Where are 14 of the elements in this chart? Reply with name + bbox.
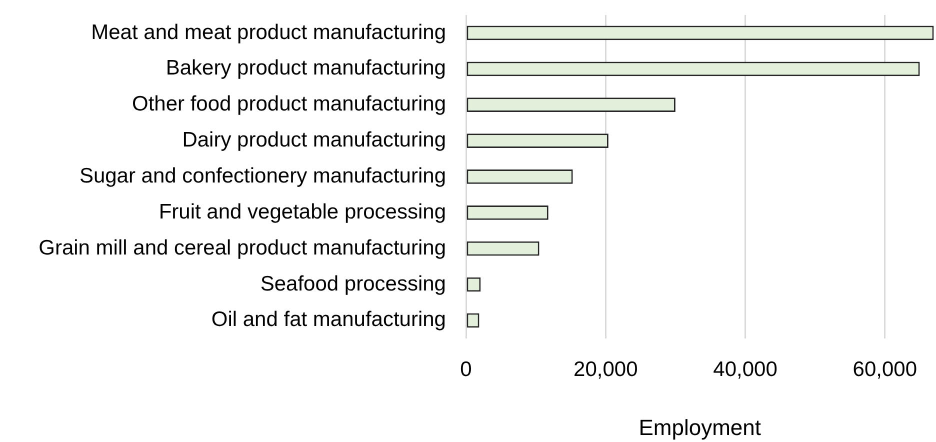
y-tick-label: Bakery product manufacturing <box>166 56 446 80</box>
x-tick-label: 40,000 <box>713 358 778 381</box>
x-axis-title: Employment <box>638 414 762 440</box>
x-tick-label: 0 <box>460 358 472 381</box>
y-tick-label: Grain mill and cereal product manufacturing <box>38 236 446 260</box>
y-tick-label: Other food product manufacturing <box>132 92 446 116</box>
y-tick-label: Dairy product manufacturing <box>182 128 446 152</box>
y-tick-label: Seafood processing <box>260 272 446 296</box>
y-tick-label: Fruit and vegetable processing <box>158 200 446 224</box>
x-tick-label: 60,000 <box>852 358 917 381</box>
y-tick-label: Sugar and confectionery manufacturing <box>79 164 446 188</box>
x-tick-label: 20,000 <box>574 358 638 381</box>
y-tick-label: Meat and meat product manufacturing <box>91 20 446 44</box>
y-tick-label: Oil and fat manufacturing <box>211 308 446 332</box>
